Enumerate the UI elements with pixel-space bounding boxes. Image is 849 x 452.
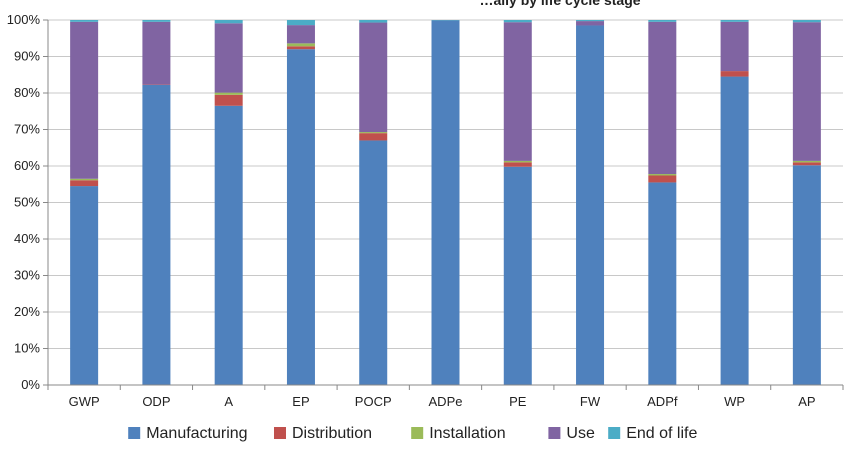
- bar-segment: [287, 20, 315, 25]
- bar-segment: [793, 162, 821, 165]
- bar-segment: [142, 20, 170, 22]
- bar-segment: [504, 161, 532, 162]
- y-tick-label: 50%: [14, 195, 40, 210]
- x-tick-label: WP: [724, 394, 745, 409]
- legend-label: Use: [566, 425, 595, 442]
- bar-segment: [721, 22, 749, 71]
- x-tick-label: POCP: [355, 394, 392, 409]
- x-tick-label: ADPe: [429, 394, 463, 409]
- bar-segment: [359, 140, 387, 385]
- legend-label: Installation: [429, 425, 506, 442]
- y-tick-label: 80%: [14, 85, 40, 100]
- y-tick-label: 20%: [14, 304, 40, 319]
- legend-swatch: [548, 427, 560, 439]
- x-tick-label: PE: [509, 394, 527, 409]
- bar-segment: [70, 22, 98, 179]
- bar-segment: [215, 93, 243, 95]
- legend-item: Manufacturing: [128, 425, 247, 442]
- bar-segment: [793, 20, 821, 22]
- bar-segment: [793, 22, 821, 161]
- x-tick-label: EP: [292, 394, 309, 409]
- bar-segment: [721, 20, 749, 22]
- bar-segment: [287, 43, 315, 46]
- y-tick-label: 70%: [14, 122, 40, 137]
- legend-swatch: [128, 427, 140, 439]
- legend-swatch: [411, 427, 423, 439]
- bar-segment: [576, 21, 604, 25]
- y-tick-label: 40%: [14, 231, 40, 246]
- bar-segment: [648, 20, 676, 22]
- bar-segment: [215, 23, 243, 92]
- bar-segment: [504, 167, 532, 385]
- bar-segment: [648, 175, 676, 182]
- y-tick-label: 100%: [7, 12, 41, 27]
- bar-segment: [287, 49, 315, 385]
- x-tick-label: GWP: [69, 394, 100, 409]
- bar-segment: [287, 46, 315, 49]
- bar-segment: [648, 22, 676, 174]
- bar-segment: [359, 23, 387, 132]
- legend-label: Distribution: [292, 425, 372, 442]
- legend-item: Distribution: [274, 425, 372, 442]
- bar-segment: [215, 95, 243, 106]
- bar-segment: [287, 25, 315, 43]
- bar-segment: [432, 20, 460, 385]
- bar-segment: [359, 20, 387, 23]
- x-tick-label: ODP: [142, 394, 170, 409]
- tick-labels: 0% 10% 20% 30% 40% 50% 60% 70% 80% 90% 100% GWP ODP A…: [7, 12, 843, 409]
- legend-swatch: [608, 427, 620, 439]
- x-tick-label: AP: [798, 394, 815, 409]
- bar-segment: [648, 174, 676, 175]
- legend-item: Installation: [411, 425, 506, 442]
- legend-label: Manufacturing: [146, 425, 247, 442]
- bar-segment: [215, 106, 243, 385]
- bar-segment: [359, 133, 387, 140]
- legend-label: End of life: [626, 425, 697, 442]
- x-tick-label: ADPf: [647, 394, 678, 409]
- bar-segment: [576, 25, 604, 385]
- legend-item: Use: [548, 425, 595, 442]
- bar-segment: [504, 162, 532, 166]
- bar-segment: [793, 161, 821, 162]
- chart-title-partial: …ally by life cycle stage: [479, 0, 640, 8]
- bar-segment: [70, 179, 98, 180]
- x-tick-label: FW: [580, 394, 601, 409]
- bar-segment: [648, 182, 676, 385]
- bar-segment: [142, 22, 170, 85]
- y-tick-label: 10%: [14, 341, 40, 356]
- bar-segment: [70, 180, 98, 186]
- x-tick-label: A: [224, 394, 233, 409]
- bar-segment: [721, 77, 749, 385]
- bar-segment: [721, 71, 749, 76]
- bar-segment: [70, 20, 98, 22]
- bar-segment: [793, 165, 821, 385]
- y-tick-label: 30%: [14, 268, 40, 283]
- bar-segment: [359, 132, 387, 133]
- bar-segment: [576, 20, 604, 21]
- legend: Manufacturing Distribution Installation Use…: [128, 425, 697, 442]
- bar-segment: [504, 22, 532, 161]
- bar-segment: [142, 85, 170, 385]
- legend-item: End of life: [608, 425, 697, 442]
- bar-segment: [504, 20, 532, 22]
- legend-swatch: [274, 427, 286, 439]
- y-tick-label: 0%: [21, 377, 40, 392]
- bar-segment: [70, 186, 98, 385]
- y-tick-label: 90%: [14, 49, 40, 64]
- y-tick-label: 60%: [14, 158, 40, 173]
- bar-segment: [215, 20, 243, 23]
